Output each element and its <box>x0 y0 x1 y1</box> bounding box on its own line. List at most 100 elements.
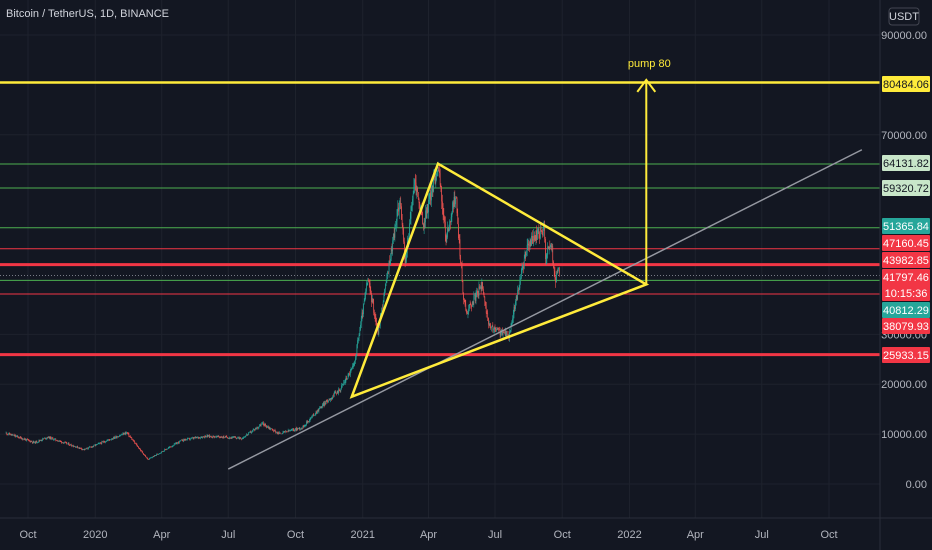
candle-body <box>34 441 35 443</box>
candle-body <box>103 441 105 443</box>
candle-body <box>34 441 36 444</box>
horizontal-levels[interactable] <box>0 81 880 357</box>
candle-body <box>299 427 301 430</box>
candle-body <box>249 431 250 433</box>
candle-body <box>18 437 20 439</box>
price-tick-label: 10000.00 <box>881 429 927 441</box>
candle-body <box>527 243 529 246</box>
candle-body <box>67 443 68 445</box>
price-tick-label: 20000.00 <box>881 379 927 391</box>
candle-body <box>360 324 361 330</box>
candle-body <box>295 428 296 431</box>
candle-body <box>239 438 241 439</box>
candle-body <box>273 430 275 432</box>
candle-body <box>383 294 385 303</box>
candle-body <box>480 286 482 290</box>
candle-body <box>468 308 470 314</box>
candle-body <box>305 424 307 426</box>
candle-body <box>429 192 431 200</box>
candle-body <box>426 204 428 219</box>
candle-body <box>366 285 367 292</box>
candle-body <box>298 428 299 429</box>
candle-body <box>203 436 204 438</box>
candle-body <box>371 292 372 303</box>
candle-body <box>145 455 147 458</box>
candle-body <box>310 417 312 419</box>
candle-body <box>347 374 349 379</box>
candle-body <box>162 451 163 452</box>
candle-body <box>477 290 478 294</box>
candle-body <box>208 435 209 437</box>
candle-body <box>322 404 323 407</box>
candle-body <box>446 237 448 242</box>
candle-body <box>314 414 316 416</box>
candle-body <box>262 422 264 425</box>
candle-body <box>90 446 92 448</box>
candle-body <box>225 436 227 437</box>
candle-body <box>100 442 101 444</box>
candle-body <box>553 261 554 268</box>
candle-body <box>176 442 178 445</box>
candle-body <box>72 445 73 447</box>
candle-body <box>138 446 139 449</box>
candle-body <box>266 426 268 428</box>
candle-body <box>538 229 540 234</box>
candle-body <box>427 204 429 213</box>
candle-body <box>78 447 80 449</box>
candle-body <box>134 441 136 443</box>
candle-body <box>485 301 486 306</box>
candle-body <box>220 437 222 438</box>
drawings[interactable]: pump 80 <box>227 58 863 470</box>
candle-body <box>36 441 38 443</box>
candle-body <box>388 261 390 272</box>
candle-body <box>303 426 305 427</box>
candle-body <box>137 445 138 447</box>
candle-body <box>382 308 383 309</box>
candle-body <box>135 442 136 444</box>
candle-body <box>340 388 342 392</box>
candle-body <box>409 223 410 238</box>
candle-body <box>518 288 520 291</box>
candle-body <box>179 440 181 442</box>
candle-body <box>441 187 443 202</box>
candle-body <box>363 303 364 315</box>
candle-body <box>409 218 411 224</box>
candle-body <box>116 436 117 438</box>
time-axis[interactable]: Oct 2020 Apr Jul Oct 2021 Apr Jul Oct 2022 Apr Jul O… <box>19 529 837 541</box>
candle-body <box>243 437 244 439</box>
candle-body <box>11 434 13 436</box>
candle-body <box>393 233 395 238</box>
candle-body <box>251 431 252 433</box>
candle-body <box>124 432 126 435</box>
price-axis[interactable]: 90000.0070000.0030000.0020000.0010000.00… <box>881 30 927 491</box>
candle-body <box>197 437 199 438</box>
candle-body <box>45 437 46 439</box>
price-tag-label: 38079.93 <box>883 321 929 333</box>
candle-body <box>482 288 484 295</box>
candle-body <box>59 440 61 442</box>
candle-body <box>365 291 366 296</box>
currency-button[interactable]: USDT <box>888 7 920 26</box>
candle-body <box>459 239 461 257</box>
candle-body <box>450 217 452 223</box>
candle-body <box>478 286 480 296</box>
candle-body <box>249 431 251 433</box>
candle-body <box>555 277 557 283</box>
trend-line <box>227 149 863 470</box>
candle-body <box>29 440 30 441</box>
candle-body <box>520 272 522 279</box>
candle-body <box>536 230 538 240</box>
candle-body <box>507 334 509 336</box>
candle-body <box>263 424 265 426</box>
candle-body <box>238 436 240 439</box>
candle-body <box>22 438 24 440</box>
candle-body <box>333 395 334 397</box>
candle-body <box>362 312 364 315</box>
candle-body <box>526 245 528 254</box>
candle-body <box>78 447 79 449</box>
candle-body <box>157 454 158 455</box>
candle-body <box>278 432 280 434</box>
candle-body <box>168 447 170 448</box>
candle-body <box>390 258 391 265</box>
